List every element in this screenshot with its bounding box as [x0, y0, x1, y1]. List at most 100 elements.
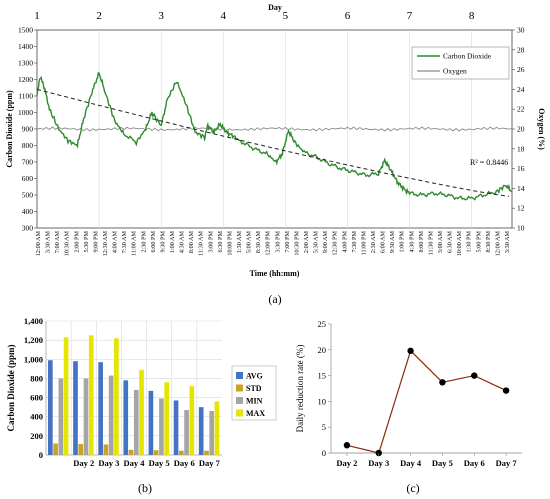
x-axis-label: Time (hh:mm) — [250, 269, 300, 278]
x-tick-label: 11:00 PM — [360, 231, 367, 256]
bar-std — [78, 443, 84, 455]
y-axis-label: Carbon Dioxide (ppm) — [6, 344, 16, 431]
y-tick-label: 0 — [322, 448, 326, 458]
y-tick-label: 800 — [22, 141, 34, 150]
chart-b: 0 200 400 600 800 1,000 1,200 1,400 Day 2 Day 3 Da… — [6, 316, 277, 468]
day-marker: 6 — [345, 10, 351, 22]
x-tick-label: 5:30 PM — [83, 231, 90, 253]
bar-max — [189, 386, 195, 455]
bar-max — [63, 337, 69, 455]
x-tick-label: 10:30 PM — [293, 231, 300, 256]
legend-swatch-min — [236, 397, 243, 404]
day-marker: 5 — [283, 10, 289, 22]
data-point — [439, 379, 446, 386]
y2-tick-label: 28 — [517, 45, 525, 54]
x-tick-label: 12:00 AM — [494, 231, 501, 257]
x-tick-label: 6:00 PM — [150, 231, 157, 253]
y-tick-label: 25 — [318, 319, 327, 329]
x-tick-label: Day 4 — [123, 458, 145, 468]
y-tick-label: 200 — [30, 431, 43, 441]
y-tick-label: 500 — [22, 191, 34, 200]
y-tick-label: 1500 — [18, 26, 33, 35]
bar-min — [159, 398, 164, 455]
data-point — [407, 347, 414, 355]
legend-b: AVG STD MIN MAX — [231, 365, 277, 421]
y2-tick-label: 24 — [517, 85, 525, 94]
x-tick-label: 11:30 PM — [427, 231, 434, 256]
y-tick-label: 20 — [318, 345, 327, 355]
x-tick-label: 1:30 PM — [466, 231, 473, 253]
y2-tick-label: 26 — [517, 65, 525, 74]
data-point — [502, 387, 510, 394]
bar-avg — [48, 360, 53, 455]
bar-avg — [148, 390, 154, 455]
x-tick-label: Day 2 — [73, 458, 94, 468]
bar-std — [178, 450, 184, 455]
x-tick-label: 9:30 PM — [159, 231, 166, 253]
panel-label-c: (c) — [406, 481, 419, 495]
bar-std — [204, 450, 209, 455]
x-tick-label: Day 3 — [368, 458, 389, 468]
x-tick-label: 3:30 AM — [504, 231, 511, 254]
x-tick-label: 4:00 AM — [112, 231, 119, 254]
x-tick-label: 4:30 AM — [179, 231, 186, 254]
x-tick-label: 2:30 AM — [370, 231, 377, 254]
panel-label-b: (b) — [138, 481, 152, 495]
y2-axis-label: Oxygen (%) — [537, 108, 546, 150]
legend-swatch-std — [236, 384, 243, 392]
x-tick-label: 8:30 AM — [255, 231, 262, 254]
x-tick-label: Day 5 — [432, 458, 453, 468]
x-tick-label: 5:00 AM — [246, 231, 253, 254]
day-marker: 4 — [221, 10, 227, 22]
legend-label-co2: Carbon Dioxide — [443, 52, 492, 61]
legend-label-avg: AVG — [246, 372, 263, 381]
y-tick-label: 1300 — [18, 59, 33, 68]
r2-label: R² = 0.8446 — [470, 158, 508, 167]
y-tick-label: 1,000 — [24, 354, 43, 364]
bar-min — [83, 378, 89, 455]
oxygen-series-line — [36, 126, 513, 132]
x-tick-label: 8:00 PM — [418, 231, 425, 253]
bar-avg — [173, 400, 179, 455]
legend-label-max: MAX — [246, 409, 265, 418]
x-tick-label: 11:30 AM — [198, 231, 205, 257]
y-tick-label: 1,400 — [24, 316, 43, 326]
y-tick-label: 5 — [322, 422, 326, 432]
bar-max — [88, 335, 94, 455]
chart-a: 1 2 3 4 5 6 7 8Day30040050060070080090010001100… — [5, 3, 546, 278]
co2-series-line — [36, 71, 513, 201]
y-tick-label: 600 — [22, 174, 34, 183]
bar-min — [184, 410, 189, 455]
legend-label-std: STD — [246, 384, 262, 393]
x-tick-label: 5:00 PM — [475, 231, 482, 253]
data-point — [471, 372, 478, 379]
day-marker: 3 — [158, 10, 164, 22]
x-tick-label: 7:30 AM — [121, 231, 128, 254]
x-tick-label: 2:00 AM — [303, 231, 310, 254]
bar-avg — [198, 407, 204, 455]
x-tick-label: 3:30 PM — [274, 231, 281, 253]
bar-min — [133, 389, 139, 455]
y-tick-label: 1100 — [18, 92, 33, 101]
x-tick-label: Day 6 — [464, 458, 485, 468]
data-point — [343, 442, 351, 449]
x-tick-label: 1:00 AM — [169, 231, 176, 254]
x-tick-label: 9:00 PM — [92, 231, 99, 253]
legend-label-min: MIN — [246, 397, 263, 406]
bar-max — [139, 369, 144, 455]
x-tick-label: Day 3 — [98, 458, 119, 468]
day-marker: 1 — [34, 10, 40, 22]
x-tick-label: 10:00 AM — [456, 231, 463, 257]
legend-box — [411, 46, 510, 80]
y2-tick-label: 10 — [517, 224, 525, 233]
bar-std — [153, 450, 159, 455]
x-tick-label: Day 5 — [149, 458, 170, 468]
reduction-rate-line — [346, 349, 507, 454]
x-tick-label: 6:00 AM — [380, 231, 387, 254]
y-tick-label: 400 — [22, 207, 34, 216]
x-tick-label: 8:30 PM — [485, 231, 492, 253]
day-marker: 2 — [96, 10, 102, 22]
x-tick-label: 1:30 AM — [236, 231, 243, 254]
x-tick-label: Day 7 — [199, 458, 221, 468]
